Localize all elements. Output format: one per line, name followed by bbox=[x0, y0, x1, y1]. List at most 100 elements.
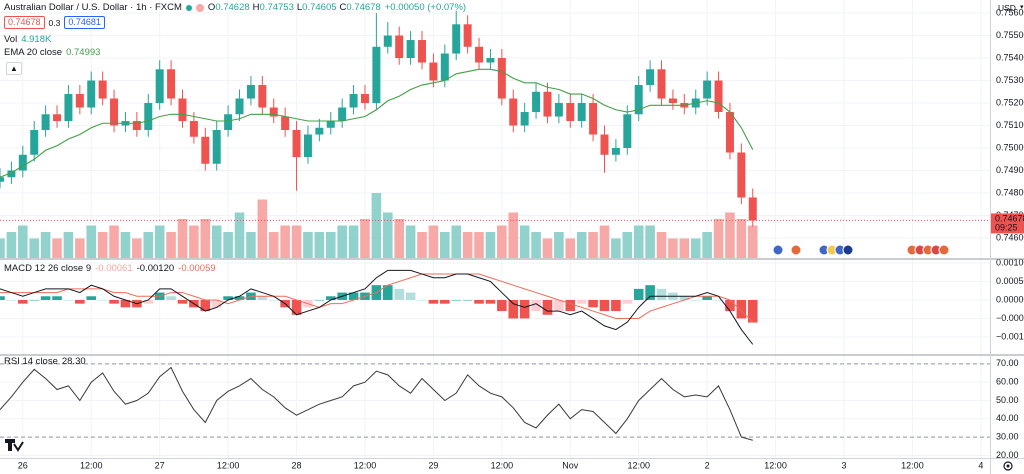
candle-body bbox=[589, 103, 598, 135]
candle-body bbox=[303, 134, 312, 158]
rsi-legend: RSI 14 close 28.30 bbox=[4, 356, 86, 368]
volume-bar bbox=[6, 232, 17, 258]
candle-body bbox=[246, 85, 255, 99]
ohlc-value: 0.74628 bbox=[215, 2, 250, 13]
volume-bar bbox=[565, 238, 576, 258]
histogram-bar bbox=[6, 299, 17, 301]
volume-bar bbox=[531, 232, 541, 258]
axis-layer: 26 12:00 27 12:00 28 12:00 29 12:00 Nov 12:00 2 12:… bbox=[18, 7, 1024, 470]
x-tick-label: 12:00 bbox=[901, 460, 924, 470]
event-icon[interactable] bbox=[790, 244, 802, 256]
histogram-bar bbox=[690, 299, 701, 301]
gear-icon[interactable] bbox=[1003, 461, 1013, 471]
candle-body bbox=[532, 91, 541, 113]
histogram-bar bbox=[234, 296, 245, 300]
x-tick-label: 4 bbox=[978, 460, 983, 470]
logo-mark[interactable] bbox=[5, 439, 24, 452]
gear-center[interactable] bbox=[1006, 464, 1010, 468]
histogram-bar bbox=[97, 299, 108, 301]
candle-body bbox=[292, 130, 301, 158]
currency-button[interactable]: USD bbox=[998, 3, 1016, 13]
histogram-bar bbox=[702, 296, 712, 300]
candle-body bbox=[349, 94, 358, 108]
macd-line bbox=[0, 269, 754, 345]
volume-bar bbox=[360, 219, 370, 258]
candle-body bbox=[212, 130, 221, 164]
histogram-bar bbox=[633, 288, 644, 300]
volume-bar bbox=[645, 225, 655, 258]
volume-bar bbox=[234, 212, 245, 258]
ohlc-item: H0.74753 bbox=[253, 2, 294, 14]
candle-body bbox=[189, 121, 198, 137]
histogram-value: -0.00061 bbox=[95, 263, 133, 274]
histogram-bar bbox=[109, 299, 119, 304]
y-tick-label: 30.00 bbox=[996, 431, 1019, 441]
volume-bar bbox=[554, 232, 564, 258]
event-icon[interactable] bbox=[842, 244, 854, 256]
histogram-bar bbox=[679, 296, 690, 300]
candle-body bbox=[440, 53, 449, 81]
candle-body bbox=[383, 35, 392, 47]
histogram-bar bbox=[348, 292, 359, 300]
status-dot[interactable] bbox=[185, 5, 192, 11]
candle-body bbox=[554, 103, 563, 117]
histogram-bar bbox=[576, 299, 587, 304]
candle-body bbox=[520, 112, 529, 126]
histogram-bar bbox=[531, 299, 541, 312]
legend-toggle: ▲ bbox=[6, 62, 22, 75]
change-value: +0.00050 (+0.07%) bbox=[384, 2, 467, 13]
histogram-bar bbox=[474, 299, 484, 304]
event-icon[interactable] bbox=[772, 244, 784, 256]
x-tick-label: 3 bbox=[842, 460, 847, 470]
histogram-bar bbox=[542, 299, 553, 315]
candle-body bbox=[475, 46, 484, 63]
candle-body bbox=[98, 80, 107, 99]
ema-title: EMA 20 close bbox=[4, 47, 63, 58]
volume-bar bbox=[325, 232, 336, 258]
candle-body bbox=[41, 114, 50, 131]
histogram-bar bbox=[440, 299, 450, 304]
volume-bar bbox=[519, 225, 530, 258]
volume-bar bbox=[52, 238, 62, 258]
bid-button[interactable]: 0.74678 bbox=[4, 16, 45, 29]
histogram-bar bbox=[565, 299, 576, 312]
candle-body bbox=[600, 134, 609, 155]
histogram-bar bbox=[554, 299, 564, 312]
candle-body bbox=[611, 148, 620, 155]
x-tick-label: 12:00 bbox=[764, 460, 787, 470]
x-tick-label: 28 bbox=[292, 460, 302, 470]
ohlc-item: C0.74678 bbox=[340, 2, 381, 14]
histogram-bar bbox=[177, 299, 188, 304]
histogram-bar bbox=[223, 296, 233, 300]
ohlc-value: 0.74678 bbox=[346, 2, 381, 13]
candle-body bbox=[258, 85, 267, 108]
x-tick-label: 12:00 bbox=[80, 460, 103, 470]
y-tick-label: 40.00 bbox=[996, 413, 1019, 423]
ohlc-item: O0.74628 bbox=[208, 2, 250, 14]
symbol-title: Australian Dollar / U.S. Dollar · 1h · F… bbox=[4, 2, 182, 13]
candle-body bbox=[235, 98, 244, 115]
dropdown-arrow[interactable]: ▾ bbox=[1019, 4, 1024, 11]
collapse-button[interactable]: ▲ bbox=[6, 62, 22, 75]
status-dot[interactable] bbox=[195, 4, 204, 12]
settings-button[interactable] bbox=[1003, 461, 1013, 471]
bid-ask: 0.74678 0.3 0.74681 bbox=[4, 16, 105, 29]
volume-bar bbox=[18, 225, 28, 258]
histogram-bar bbox=[656, 288, 667, 300]
event-icon[interactable] bbox=[938, 244, 950, 256]
volume-bar bbox=[417, 232, 427, 258]
candle-body bbox=[224, 114, 233, 131]
volume-bar bbox=[132, 238, 142, 258]
volume-bar bbox=[736, 219, 747, 258]
ask-button[interactable]: 0.74681 bbox=[64, 16, 105, 29]
logo[interactable] bbox=[5, 439, 24, 452]
rsi-value: 28.30 bbox=[61, 356, 86, 367]
volume-bar bbox=[109, 225, 119, 258]
y-tick-label: 0.00050 bbox=[996, 276, 1024, 286]
candle-body bbox=[64, 94, 73, 122]
candle-body bbox=[110, 98, 119, 126]
y-tick-label: 50.00 bbox=[996, 395, 1019, 405]
